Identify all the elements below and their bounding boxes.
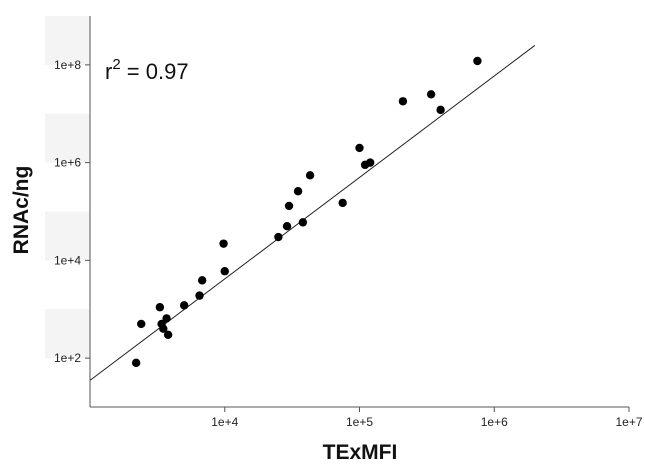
data-point bbox=[436, 105, 445, 115]
background-band bbox=[45, 309, 90, 359]
data-point bbox=[365, 158, 375, 167]
x-axis-title: TExMFI bbox=[323, 441, 398, 464]
r-squared-exponent: 2 bbox=[112, 56, 120, 73]
background-band bbox=[45, 211, 90, 261]
data-point bbox=[305, 171, 315, 180]
x-tick-label: 1e+5 bbox=[346, 415, 373, 429]
y-tick-label: 1e+8 bbox=[54, 58, 81, 72]
data-point bbox=[131, 358, 141, 368]
data-point bbox=[355, 143, 364, 153]
y-axis-title: RNAc/ng bbox=[10, 166, 33, 255]
y-axis-tick-labels: 1e+2 1e+4 1e+6 1e+8 bbox=[54, 58, 81, 365]
data-point bbox=[398, 97, 408, 106]
data-point bbox=[220, 267, 229, 276]
data-point bbox=[473, 56, 482, 66]
x-axis-ticks bbox=[224, 407, 630, 412]
r-squared-annotation: r2 = 0.97 bbox=[105, 56, 189, 84]
y-tick-label: 1e+6 bbox=[54, 156, 81, 170]
background-band bbox=[45, 16, 90, 65]
regression-line bbox=[89, 45, 536, 381]
r-squared-base: r bbox=[105, 59, 112, 84]
data-point bbox=[197, 276, 207, 285]
data-point bbox=[219, 239, 228, 248]
data-point bbox=[155, 303, 165, 312]
r-squared-value: = 0.97 bbox=[121, 59, 189, 84]
data-point bbox=[282, 222, 292, 231]
data-point bbox=[293, 187, 303, 196]
data-point bbox=[426, 90, 436, 99]
background-bands bbox=[45, 16, 90, 359]
data-point bbox=[162, 314, 171, 323]
y-tick-label: 1e+4 bbox=[54, 253, 81, 267]
data-point bbox=[159, 324, 168, 333]
x-tick-label: 1e+4 bbox=[211, 415, 238, 429]
data-point bbox=[284, 201, 294, 211]
data-point bbox=[195, 291, 204, 300]
data-points bbox=[131, 56, 482, 368]
data-point bbox=[179, 301, 189, 310]
x-axis-tick-labels: 1e+4 1e+5 1e+6 1e+7 bbox=[211, 415, 643, 429]
data-point bbox=[338, 198, 347, 208]
data-point bbox=[298, 218, 308, 227]
background-band bbox=[45, 113, 90, 163]
y-axis-ticks bbox=[85, 64, 90, 359]
y-tick-label: 1e+2 bbox=[54, 351, 81, 365]
x-tick-label: 1e+6 bbox=[481, 415, 508, 429]
x-tick-label: 1e+7 bbox=[615, 415, 642, 429]
data-point bbox=[163, 330, 173, 340]
data-point bbox=[274, 232, 283, 242]
data-point bbox=[137, 319, 146, 329]
